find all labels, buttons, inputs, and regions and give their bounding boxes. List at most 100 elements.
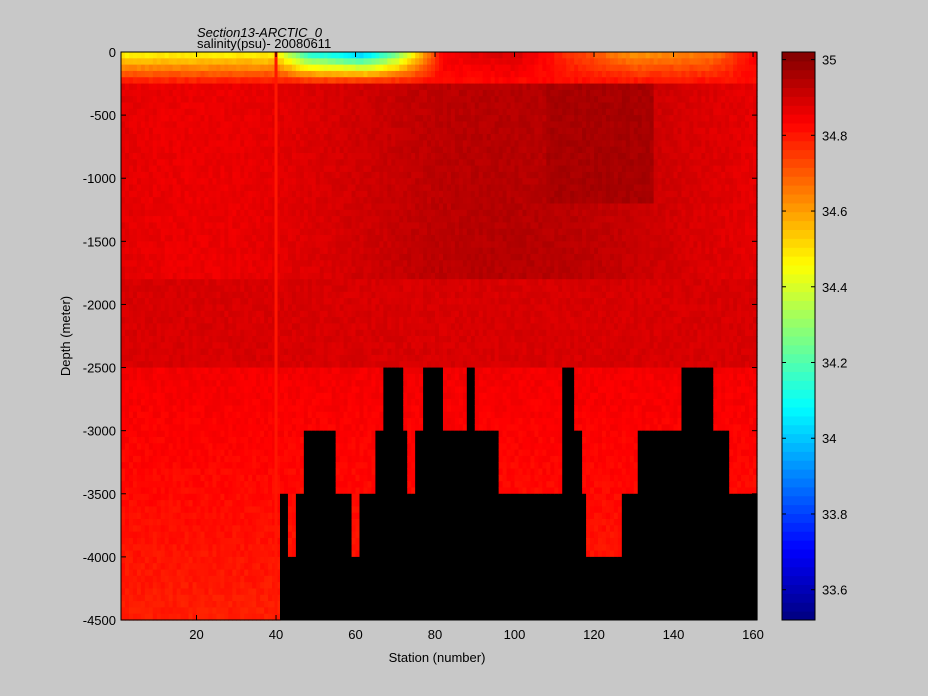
heatmap-cell xyxy=(208,424,214,432)
heatmap-cell xyxy=(124,285,130,293)
heatmap-cell xyxy=(244,178,249,186)
heatmap-cell xyxy=(148,380,154,388)
heatmap-cell xyxy=(204,209,210,217)
heatmap-cell xyxy=(295,430,301,438)
heatmap-cell xyxy=(121,298,126,306)
heatmap-cell xyxy=(148,329,154,337)
heatmap-cell xyxy=(192,253,198,261)
heatmap-cell xyxy=(335,272,341,280)
heatmap-cell xyxy=(204,588,210,596)
heatmap-cell xyxy=(272,146,277,154)
heatmap-cell xyxy=(148,525,154,533)
heatmap-cell xyxy=(176,336,182,343)
heatmap-cell xyxy=(244,247,249,255)
heatmap-cell xyxy=(339,178,345,186)
heatmap-cell xyxy=(160,373,166,381)
heatmap-cell xyxy=(236,159,241,167)
heatmap-cell xyxy=(216,298,221,306)
heatmap-cell xyxy=(256,152,261,160)
heatmap-cell xyxy=(272,253,277,261)
heatmap-cell xyxy=(148,108,154,116)
heatmap-cell xyxy=(327,127,333,135)
heatmap-cell xyxy=(228,171,233,179)
heatmap-cell xyxy=(121,582,126,590)
heatmap-cell xyxy=(148,197,154,205)
heatmap-cell xyxy=(287,310,293,318)
heatmap-cell xyxy=(192,216,198,223)
heatmap-cell xyxy=(355,134,361,141)
heatmap-cell xyxy=(152,601,158,608)
heatmap-cell xyxy=(351,361,357,369)
heatmap-cell xyxy=(188,512,194,520)
heatmap-cell xyxy=(311,260,317,268)
heatmap-cell xyxy=(272,493,277,501)
heatmap-cell xyxy=(172,216,178,223)
heatmap-cell xyxy=(287,392,293,400)
heatmap-cell xyxy=(347,209,353,217)
heatmap-cell xyxy=(132,140,138,148)
heatmap-cell xyxy=(132,399,138,407)
heatmap-cell xyxy=(140,519,146,526)
heatmap-cell xyxy=(220,506,225,514)
heatmap-cell xyxy=(160,556,166,564)
heatmap-cell xyxy=(128,222,134,230)
heatmap-cell xyxy=(248,424,253,432)
heatmap-cell xyxy=(140,159,146,167)
heatmap-cell xyxy=(343,481,349,489)
heatmap-cell xyxy=(303,310,309,318)
heatmap-cell xyxy=(216,127,221,135)
heatmap-cell xyxy=(140,310,146,318)
heatmap-cell xyxy=(276,70,281,78)
heatmap-cell xyxy=(311,298,317,306)
heatmap-cell xyxy=(240,405,245,413)
heatmap-cell xyxy=(252,266,257,274)
heatmap-cell xyxy=(280,399,285,407)
heatmap-cell xyxy=(355,197,361,205)
heatmap-cell xyxy=(287,228,293,236)
heatmap-cell xyxy=(260,487,265,495)
heatmap-cell xyxy=(124,474,130,482)
heatmap-cell xyxy=(160,77,166,85)
heatmap-cell xyxy=(220,96,225,104)
heatmap-cell xyxy=(136,323,142,331)
heatmap-cell xyxy=(220,594,225,602)
heatmap-cell xyxy=(212,342,218,350)
heatmap-cell xyxy=(307,260,313,268)
heatmap-cell xyxy=(128,146,134,154)
heatmap-cell xyxy=(276,336,281,343)
heatmap-cell xyxy=(224,317,229,324)
heatmap-cell xyxy=(276,525,281,533)
heatmap-cell xyxy=(248,146,253,154)
heatmap-cell xyxy=(299,443,305,451)
heatmap-cell xyxy=(204,405,210,413)
heatmap-cell xyxy=(164,462,170,470)
heatmap-cell xyxy=(256,500,261,507)
heatmap-cell xyxy=(240,474,245,482)
heatmap-cell xyxy=(287,537,293,545)
heatmap-cell xyxy=(180,222,186,230)
heatmap-cell xyxy=(272,588,277,596)
heatmap-cell xyxy=(164,146,170,154)
heatmap-cell xyxy=(232,575,237,583)
heatmap-cell xyxy=(172,487,178,495)
heatmap-cell xyxy=(124,443,130,451)
heatmap-cell xyxy=(343,354,349,362)
heatmap-cell xyxy=(144,134,150,141)
heatmap-cell xyxy=(128,588,134,596)
heatmap-cell xyxy=(180,601,186,608)
heatmap-cell xyxy=(156,531,162,539)
heatmap-cell xyxy=(200,575,206,583)
heatmap-cell xyxy=(156,462,162,470)
heatmap-cell xyxy=(355,424,361,432)
heatmap-cell xyxy=(335,58,341,66)
heatmap-cell xyxy=(164,222,170,230)
heatmap-cell xyxy=(136,601,142,608)
heatmap-cell xyxy=(319,399,325,407)
heatmap-cell xyxy=(224,102,229,110)
heatmap-cell xyxy=(287,216,293,223)
heatmap-cell xyxy=(180,436,186,444)
heatmap-cell xyxy=(355,500,361,507)
heatmap-cell xyxy=(148,285,154,293)
heatmap-cell xyxy=(148,253,154,261)
heatmap-cell xyxy=(272,537,277,545)
